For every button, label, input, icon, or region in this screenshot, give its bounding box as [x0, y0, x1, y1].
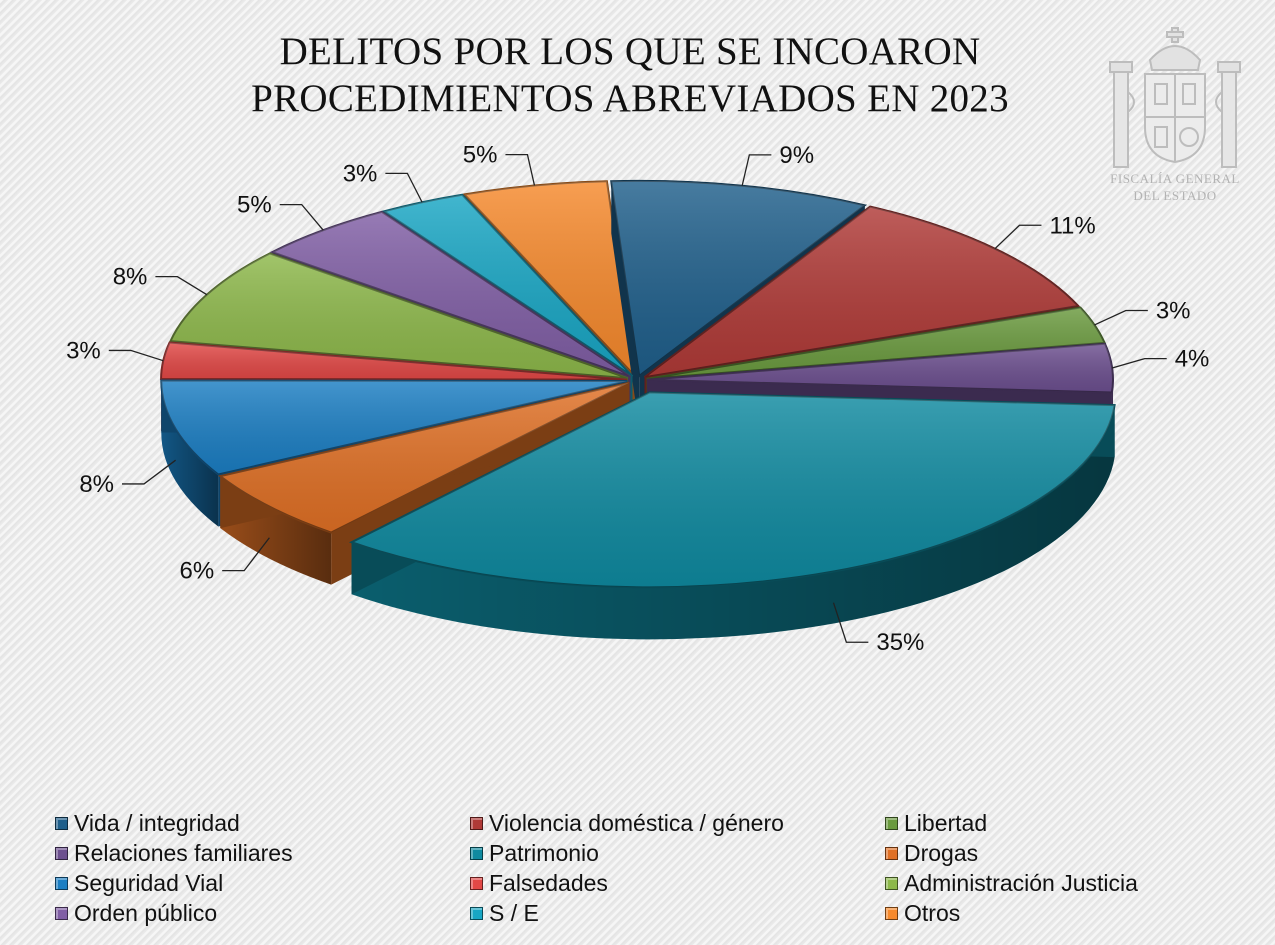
legend-item-patrimonio: Patrimonio — [470, 838, 885, 868]
legend-label: Relaciones familiares — [74, 839, 293, 866]
legend-label: Administración Justicia — [904, 869, 1138, 896]
slice-top-shade — [611, 180, 865, 376]
pie-chart: 9% 11% 3% 4% 35% 6% 8% 3% 8% 5% 3% 5% — [66, 142, 1209, 657]
slice-top-shade — [383, 194, 633, 377]
institution-name: FISCALÍA GENERAL DEL ESTADO — [1085, 170, 1265, 204]
legend-label: Orden público — [74, 899, 218, 926]
chart-title-line-2: PROCEDIMIENTOS ABREVIADOS EN 2023 — [251, 77, 1009, 120]
legend-swatch-icon — [55, 876, 68, 890]
data-labels: 9% 11% 3% 4% 35% 6% 8% 3% 8% 5% 3% 5% — [66, 142, 1209, 657]
leader-line-vida-integridad — [741, 154, 772, 186]
legend-swatch-icon — [55, 816, 68, 830]
legend-label: Vida / integridad — [74, 809, 240, 836]
slice-top-shade — [646, 343, 1113, 393]
leader-line-libertad — [1094, 309, 1148, 326]
slice-side-shade — [161, 381, 219, 527]
legend-label: Drogas — [904, 839, 979, 866]
legend-swatch-icon — [885, 846, 898, 860]
legend-swatch-icon — [885, 816, 898, 830]
data-label-libertad: 3% — [1156, 298, 1191, 325]
legend-swatch-icon — [55, 846, 68, 860]
legend-swatch-icon — [885, 876, 898, 890]
pie-slices — [160, 179, 1116, 640]
legend-item-administracion-justicia: Administración Justicia — [885, 868, 1255, 898]
legend-item-otros: Otros — [885, 898, 1255, 928]
data-label-otros: 5% — [463, 142, 498, 169]
legend-swatch-icon — [470, 816, 483, 830]
legend-item-libertad: Libertad — [885, 808, 1255, 838]
legend-label: Falsedades — [489, 869, 608, 896]
legend-item-seguridad-vial: Seguridad Vial — [55, 868, 470, 898]
leader-line-relaciones-familiares — [1111, 358, 1167, 369]
data-label-relaciones-familiares: 4% — [1175, 346, 1210, 373]
slice-top-shade — [161, 342, 628, 380]
data-label-vida-integridad: 9% — [779, 142, 814, 169]
data-label-violencia-domestica-genero: 11% — [1049, 212, 1095, 239]
legend-item-violencia-domestica-genero: Violencia doméstica / género — [470, 808, 885, 838]
legend-swatch-icon — [885, 906, 898, 920]
legend-item-falsedades: Falsedades — [470, 868, 885, 898]
slice-top-shade — [220, 382, 630, 533]
leader-line-falsedades — [108, 349, 164, 362]
slice-top-shade — [272, 211, 631, 377]
legend-item-vida-integridad: Vida / integridad — [55, 808, 470, 838]
coat-of-arms-icon — [1109, 27, 1241, 168]
data-label-s-e: 3% — [343, 160, 378, 187]
leader-line-seguridad-vial — [122, 459, 177, 485]
leader-line-otros — [505, 153, 536, 186]
data-label-falsedades: 3% — [66, 337, 101, 364]
leader-line-orden-publico — [279, 203, 324, 231]
institution-name-line-1: FISCALÍA GENERAL — [1110, 171, 1240, 186]
legend: Vida / integridad Violencia doméstica / g… — [55, 808, 1255, 928]
leader-line-violencia-domestica-genero — [994, 224, 1042, 250]
legend-label: Seguridad Vial — [74, 869, 224, 896]
leader-line-administracion-justicia — [155, 276, 208, 296]
legend-label: Patrimonio — [489, 839, 599, 866]
slice-patrimonio — [349, 391, 1116, 640]
data-label-administracion-justicia: 8% — [113, 264, 148, 291]
legend-swatch-icon — [470, 846, 483, 860]
data-label-orden-publico: 5% — [237, 192, 272, 219]
legend-label: Violencia doméstica / género — [489, 809, 784, 836]
chart-title-line-1: DELITOS POR LOS QUE SE INCOARON — [279, 30, 981, 73]
slice-top-shade — [170, 253, 628, 379]
slice-top-shade — [644, 206, 1079, 378]
data-label-drogas: 6% — [179, 558, 214, 585]
slice-side-shade — [351, 405, 1115, 640]
slice-edge — [611, 181, 640, 428]
slice-top-shade — [161, 380, 628, 475]
slice-top-shade — [464, 181, 635, 376]
legend-swatch-icon — [470, 906, 483, 920]
legend-swatch-icon — [55, 906, 68, 920]
chart-title: DELITOS POR LOS QUE SE INCOARON PROCEDIM… — [130, 28, 1130, 122]
slice-top-shade — [351, 392, 1115, 588]
legend-label: S / E — [489, 899, 539, 926]
slice-top-shade — [646, 307, 1105, 379]
legend-item-relaciones-familiares: Relaciones familiares — [55, 838, 470, 868]
data-label-patrimonio: 35% — [876, 629, 924, 656]
legend-item-s-e: S / E — [470, 898, 885, 928]
legend-label: Libertad — [904, 809, 988, 836]
leader-lines — [108, 153, 1167, 643]
institution-name-line-2: DEL ESTADO — [1133, 188, 1217, 203]
legend-item-orden-publico: Orden público — [55, 898, 470, 928]
legend-label: Otros — [904, 899, 961, 926]
leader-line-drogas — [222, 537, 270, 572]
leader-line-patrimonio — [832, 602, 869, 643]
leader-line-s-e — [385, 172, 423, 203]
legend-swatch-icon — [470, 876, 483, 890]
legend-item-drogas: Drogas — [885, 838, 1255, 868]
data-label-seguridad-vial: 8% — [79, 471, 114, 498]
